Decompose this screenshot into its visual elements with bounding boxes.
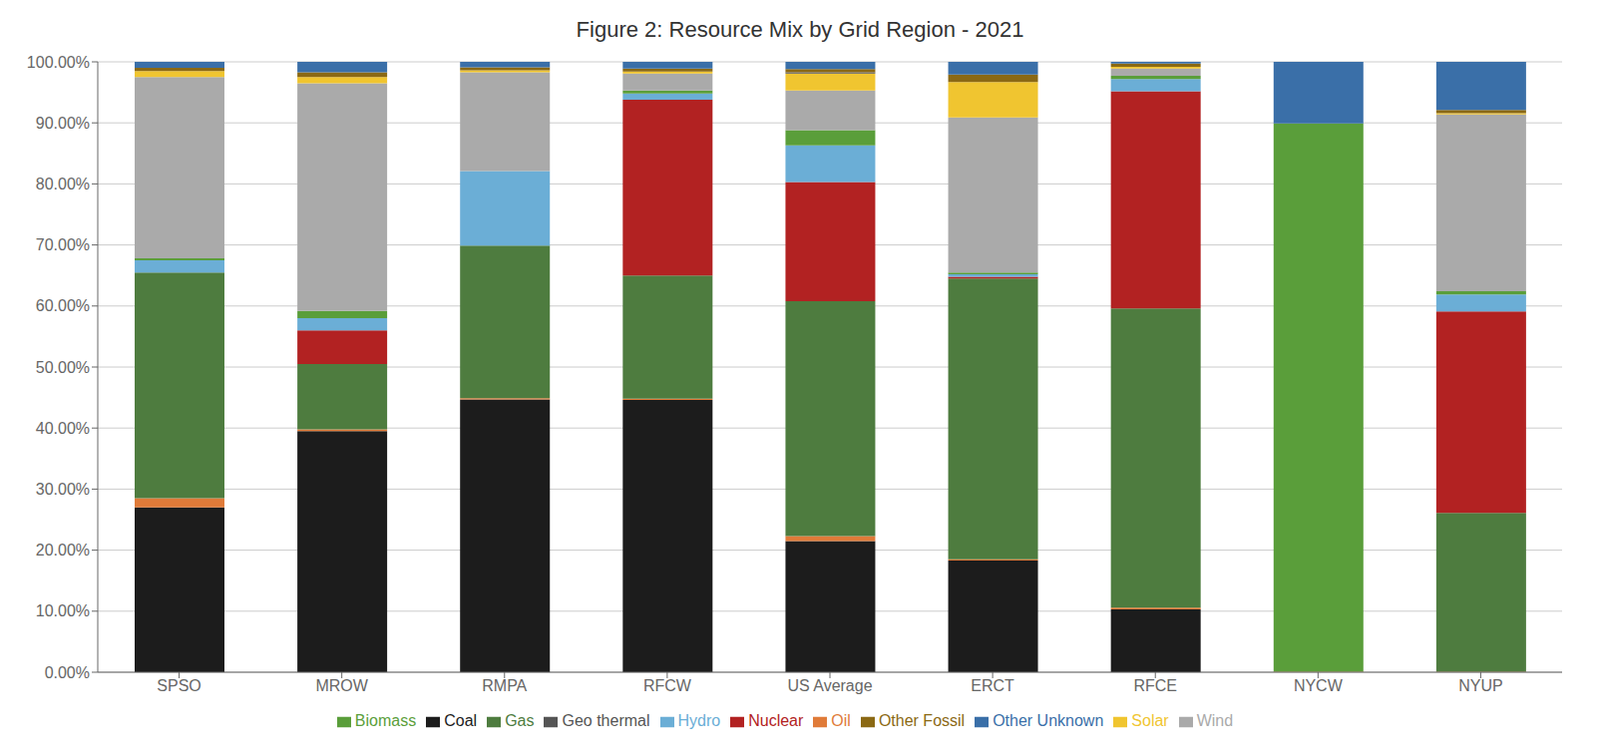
html-text:Other Fossil: Other Fossil (878, 712, 965, 730)
svg-text:0.00%: 0.00% (44, 664, 90, 682)
html-text:Figure 2: Resource Mix by Grid: Figure 2: Resource Mix by Grid Region - … (576, 16, 1024, 42)
html-text:Nuclear: Nuclear (748, 712, 804, 730)
html-text:Other Unknown: Other Unknown (992, 712, 1104, 730)
svg-text:RMPA: RMPA (481, 677, 527, 695)
svg-text:60.00%: 60.00% (35, 297, 90, 315)
svg-text:50.00%: 50.00% (35, 359, 90, 377)
html-text:Hydro: Hydro (677, 712, 721, 730)
svg-text:NYUP: NYUP (1458, 677, 1503, 695)
svg-text:US Average: US Average (787, 677, 872, 695)
html-text:Coal: Coal (444, 712, 477, 730)
svg-text:80.00%: 80.00% (35, 175, 90, 193)
svg-text:SPSO: SPSO (156, 677, 201, 695)
svg-text:90.00%: 90.00% (35, 114, 90, 132)
svg-text:20.00%: 20.00% (35, 541, 90, 559)
html-text:Solar: Solar (1131, 712, 1169, 730)
svg-text:RFCE: RFCE (1133, 677, 1178, 695)
html-text:Wind: Wind (1196, 712, 1234, 730)
svg-text:ERCT: ERCT (970, 677, 1015, 695)
svg-text:10.00%: 10.00% (35, 602, 90, 620)
svg-text:NYCW: NYCW (1293, 677, 1344, 695)
svg-text:MROW: MROW (315, 677, 369, 695)
html-text:Oil: Oil (831, 712, 851, 730)
svg-text:40.00%: 40.00% (35, 419, 90, 437)
html-text:Biomass: Biomass (355, 712, 417, 730)
html-text:Geo thermal: Geo thermal (562, 712, 650, 730)
svg-text:100.00%: 100.00% (26, 53, 90, 71)
svg-text:70.00%: 70.00% (35, 236, 90, 254)
svg-text:RFCW: RFCW (643, 677, 693, 695)
html-text:Gas: Gas (504, 712, 535, 730)
svg-text:30.00%: 30.00% (35, 480, 90, 498)
